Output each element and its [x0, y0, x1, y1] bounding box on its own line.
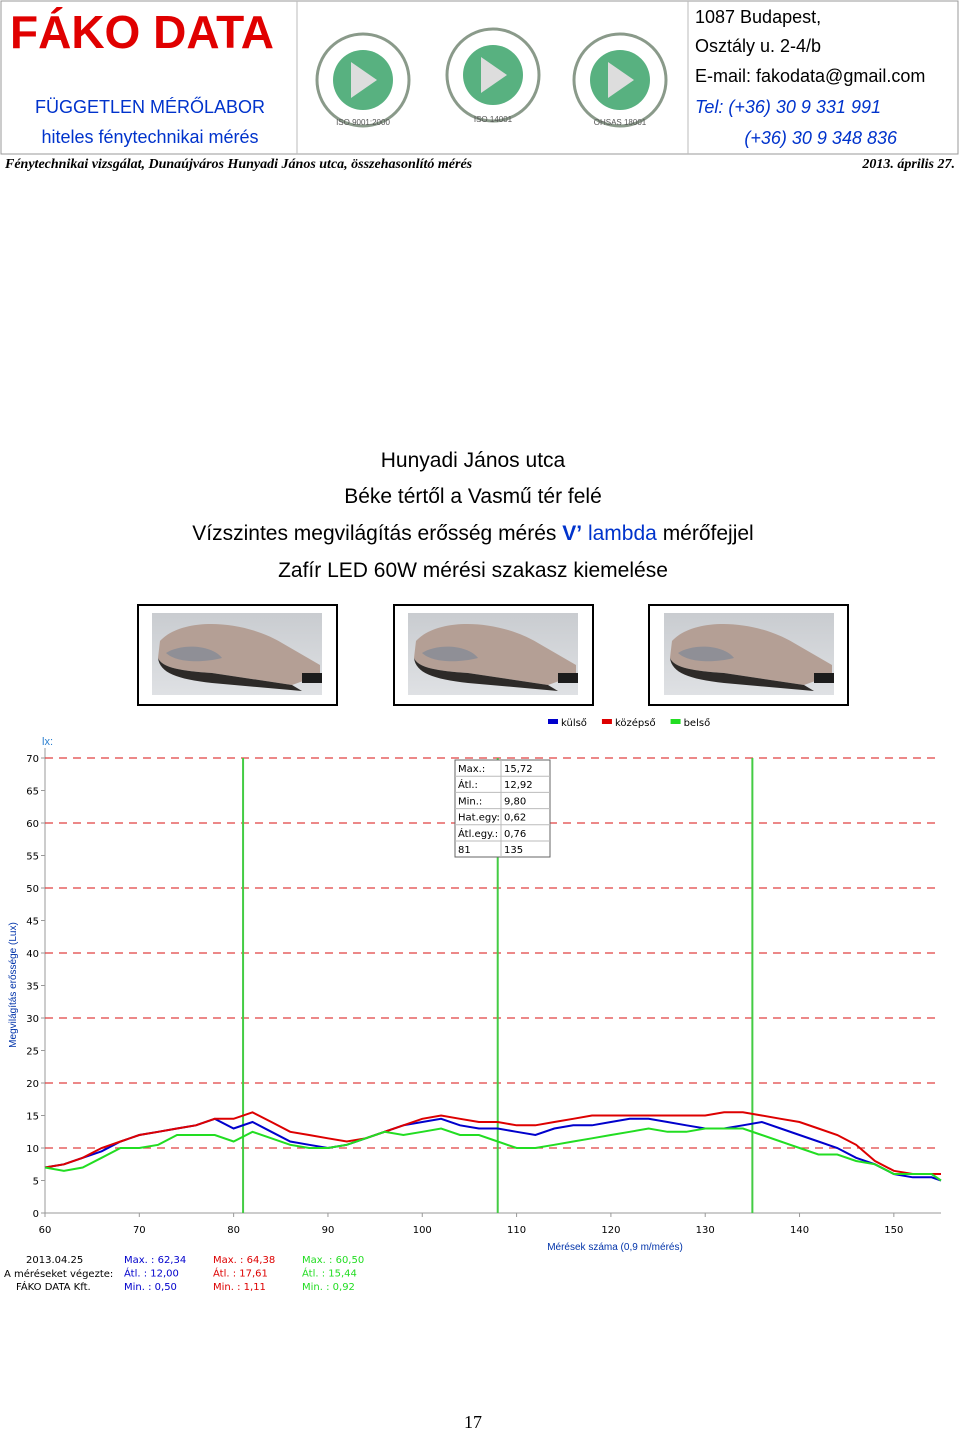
x-tick-label: 70 — [133, 1225, 146, 1236]
x-tick-label: 90 — [322, 1225, 335, 1236]
y-tick-label: 25 — [26, 1047, 39, 1058]
y-tick-label: 20 — [26, 1079, 39, 1090]
y-tick-label: 45 — [26, 917, 39, 928]
y-tick-label: 55 — [26, 852, 39, 863]
stats-label: Min.: — [458, 796, 482, 807]
stats-label: Hat.egy: — [458, 813, 500, 824]
x-tick-label: 140 — [790, 1225, 809, 1236]
logo-label: OHSAS 18001 — [594, 118, 647, 127]
title-part: V’ — [562, 522, 582, 545]
x-axis-title: Mérések száma (0,9 m/mérés) — [547, 1242, 683, 1253]
y-tick-label: 70 — [26, 754, 39, 765]
y-tick-label: 50 — [26, 884, 39, 895]
y-tick-label: 60 — [26, 819, 39, 830]
address: 1087 Budapest, — [695, 7, 821, 27]
address: Osztály u. 2-4/b — [695, 36, 821, 56]
x-tick-label: 80 — [227, 1225, 240, 1236]
stats-value: 135 — [504, 845, 523, 856]
title-highlight: Zafír LED 60W mérési szakasz kiemelése — [278, 559, 668, 582]
footer-stat: Átl. : 15,44 — [302, 1267, 357, 1280]
lamp-photos — [137, 604, 849, 706]
stats-value: 12,92 — [504, 780, 533, 791]
stats-label: Max.: — [458, 764, 485, 775]
footer-stat: Átl. : 12,00 — [124, 1267, 179, 1280]
title-part: lambda — [588, 522, 657, 545]
title-part: mérőfejjel — [663, 522, 754, 545]
title-section: Béke tértől a Vasmű tér felé — [344, 485, 602, 508]
y-axis-title: Megvilágítás erőssége (Lux) — [8, 922, 19, 1048]
series-line — [44, 1127, 942, 1182]
date: 2013. április 27. — [861, 157, 955, 172]
stats-label: Átl.egy.: — [458, 827, 498, 840]
stats-value: 0,62 — [504, 813, 526, 824]
stats-label: Átl.: — [458, 778, 478, 791]
logo-label: ISO 14001 — [474, 115, 513, 124]
y-tick-label: 0 — [33, 1209, 39, 1220]
footer-stat: Max. : 64,38 — [213, 1255, 275, 1266]
legend-label: belső — [684, 717, 711, 729]
title-measurement: Vízszintes megvilágítás erősség mérés V’… — [192, 522, 753, 545]
x-tick-label: 130 — [696, 1225, 715, 1236]
y-tick-label: 35 — [26, 982, 39, 993]
legend-swatch — [548, 719, 558, 724]
y-tick-label: 15 — [26, 1112, 39, 1123]
title-street: Hunyadi János utca — [381, 449, 566, 472]
footer-stat: Átl. : 17,61 — [213, 1267, 268, 1280]
page-number: 17 — [464, 1412, 482, 1430]
title-part: Vízszintes megvilágítás erősség mérés — [192, 522, 556, 545]
logos: ISO 9001:2000 ISO 14001 OHSAS 18001 — [315, 27, 668, 128]
x-tick-label: 150 — [884, 1225, 903, 1236]
email: E-mail: fakodata@gmail.com — [695, 66, 925, 86]
legend-swatch — [601, 719, 612, 724]
footer-info: A méréseket végezte: — [4, 1268, 113, 1280]
stats-label: 81 — [458, 845, 471, 856]
y-tick-label: 40 — [26, 949, 39, 960]
y-tick-label: 65 — [26, 787, 39, 798]
phone: (+36) 30 9 348 836 — [744, 128, 898, 148]
footer-stat: Max. : 60,50 — [302, 1255, 364, 1266]
footer-stat: Min. : 0,50 — [124, 1282, 177, 1293]
footer-info: FÁKO DATA Kft. — [16, 1280, 91, 1293]
footer-stat: Max. : 62,34 — [124, 1255, 186, 1266]
y-tick-label: 10 — [26, 1144, 39, 1155]
tagline: FÜGGETLEN MÉRŐLABOR — [35, 96, 265, 117]
stats-value: 15,72 — [504, 764, 533, 775]
y-tick-label: 30 — [26, 1014, 39, 1025]
stats-value: 0,76 — [504, 829, 526, 840]
y-tick-label: 5 — [33, 1177, 39, 1188]
stats-value: 9,80 — [504, 796, 526, 807]
footer-stat: Min. : 0,92 — [302, 1282, 355, 1293]
x-tick-label: 60 — [39, 1225, 52, 1236]
footer-info: 2013.04.25 — [26, 1255, 83, 1266]
footer-stat: Min. : 1,11 — [213, 1282, 266, 1293]
legend-label: középső — [615, 717, 656, 729]
subtitle: hiteles fénytechnikai mérés — [41, 127, 258, 147]
legend-label: külső — [561, 717, 587, 729]
company-name: FÁKO DATA — [10, 6, 274, 58]
series-line — [44, 1111, 941, 1175]
header-frame — [0, 0, 959, 155]
x-tick-label: 100 — [413, 1225, 432, 1236]
description: Fénytechnikai vizsgálat, Dunaújváros Hun… — [4, 157, 473, 172]
x-tick-label: 110 — [507, 1225, 526, 1236]
y-unit: lx: — [42, 736, 53, 748]
phone: Tel: (+36) 30 9 331 991 — [695, 97, 881, 117]
logo-label: ISO 9001:2000 — [336, 118, 390, 127]
legend-swatch — [670, 719, 681, 724]
x-tick-label: 120 — [601, 1225, 620, 1236]
